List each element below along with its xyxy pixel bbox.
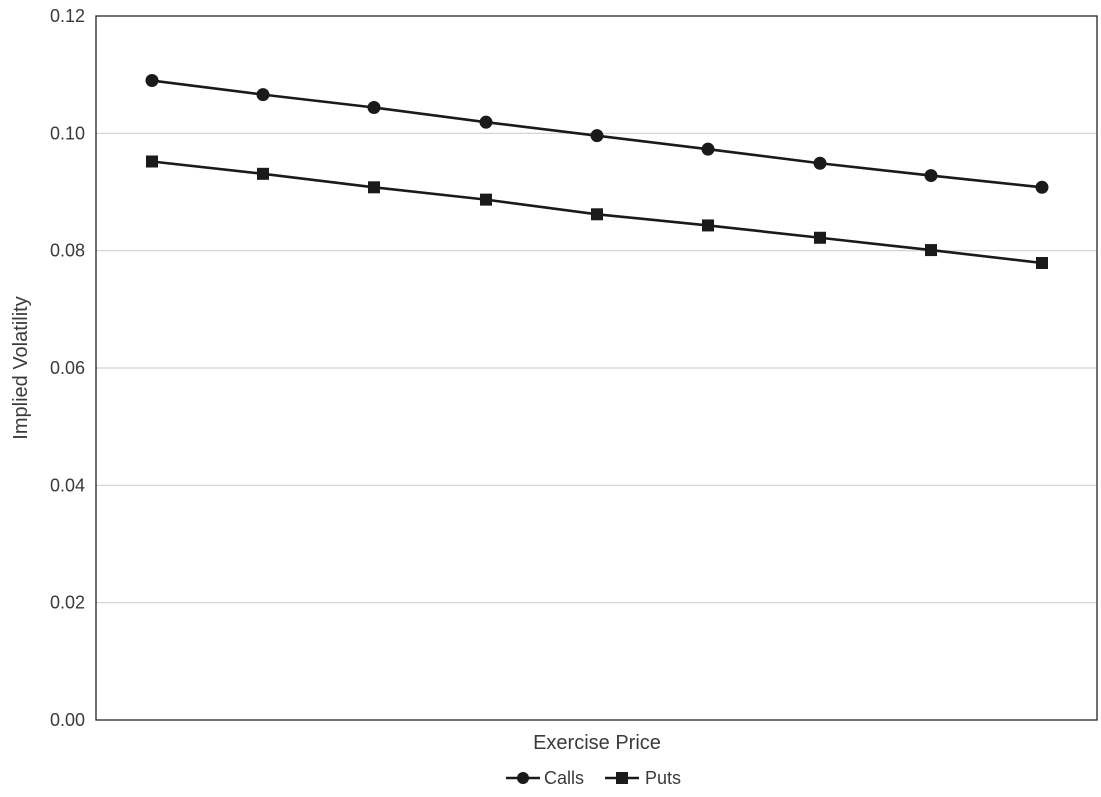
y-tick-label: 0.10 <box>50 123 85 143</box>
y-tick-label: 0.12 <box>50 6 85 26</box>
data-point-calls <box>256 88 270 102</box>
data-point-calls <box>479 115 493 129</box>
legend-puts-label: Puts <box>645 768 681 788</box>
plot-area-frame <box>95 15 1098 721</box>
gridlines <box>96 132 1097 604</box>
data-point-puts <box>591 208 603 221</box>
data-point-calls <box>367 101 381 115</box>
data-point-puts <box>814 231 826 244</box>
data-point-puts <box>925 244 937 257</box>
data-point-puts <box>146 155 158 168</box>
data-point-puts <box>257 167 269 180</box>
x-axis-title: Exercise Price <box>533 732 661 754</box>
y-axis-title: Implied Volatility <box>10 296 32 439</box>
data-point-calls <box>1035 180 1049 194</box>
legend-calls-marker <box>517 772 529 784</box>
y-tick-label: 0.08 <box>50 241 85 261</box>
series-calls <box>145 74 1049 194</box>
y-tick-label: 0.06 <box>50 358 85 378</box>
data-point-calls <box>145 74 159 88</box>
data-point-puts <box>368 181 380 194</box>
series-group <box>145 74 1049 269</box>
legend-calls-label: Calls <box>544 768 584 788</box>
data-point-puts <box>480 193 492 206</box>
data-point-puts <box>702 219 714 232</box>
series-puts <box>146 155 1048 269</box>
y-tick-label: 0.02 <box>50 593 85 613</box>
y-tick-label: 0.04 <box>50 475 85 495</box>
y-tick-label: 0.00 <box>50 710 85 730</box>
legend-item-puts: Puts <box>605 768 681 788</box>
data-point-calls <box>924 169 938 183</box>
data-point-calls <box>813 156 827 170</box>
data-point-puts <box>1036 256 1048 269</box>
data-point-calls <box>701 142 715 156</box>
legend: Calls Puts <box>506 768 681 788</box>
data-point-calls <box>590 129 604 143</box>
legend-puts-marker <box>616 772 628 784</box>
legend-item-calls: Calls <box>506 768 584 788</box>
y-axis-ticks: 0.00 0.02 0.04 0.06 0.08 0.10 0.12 <box>50 6 85 730</box>
